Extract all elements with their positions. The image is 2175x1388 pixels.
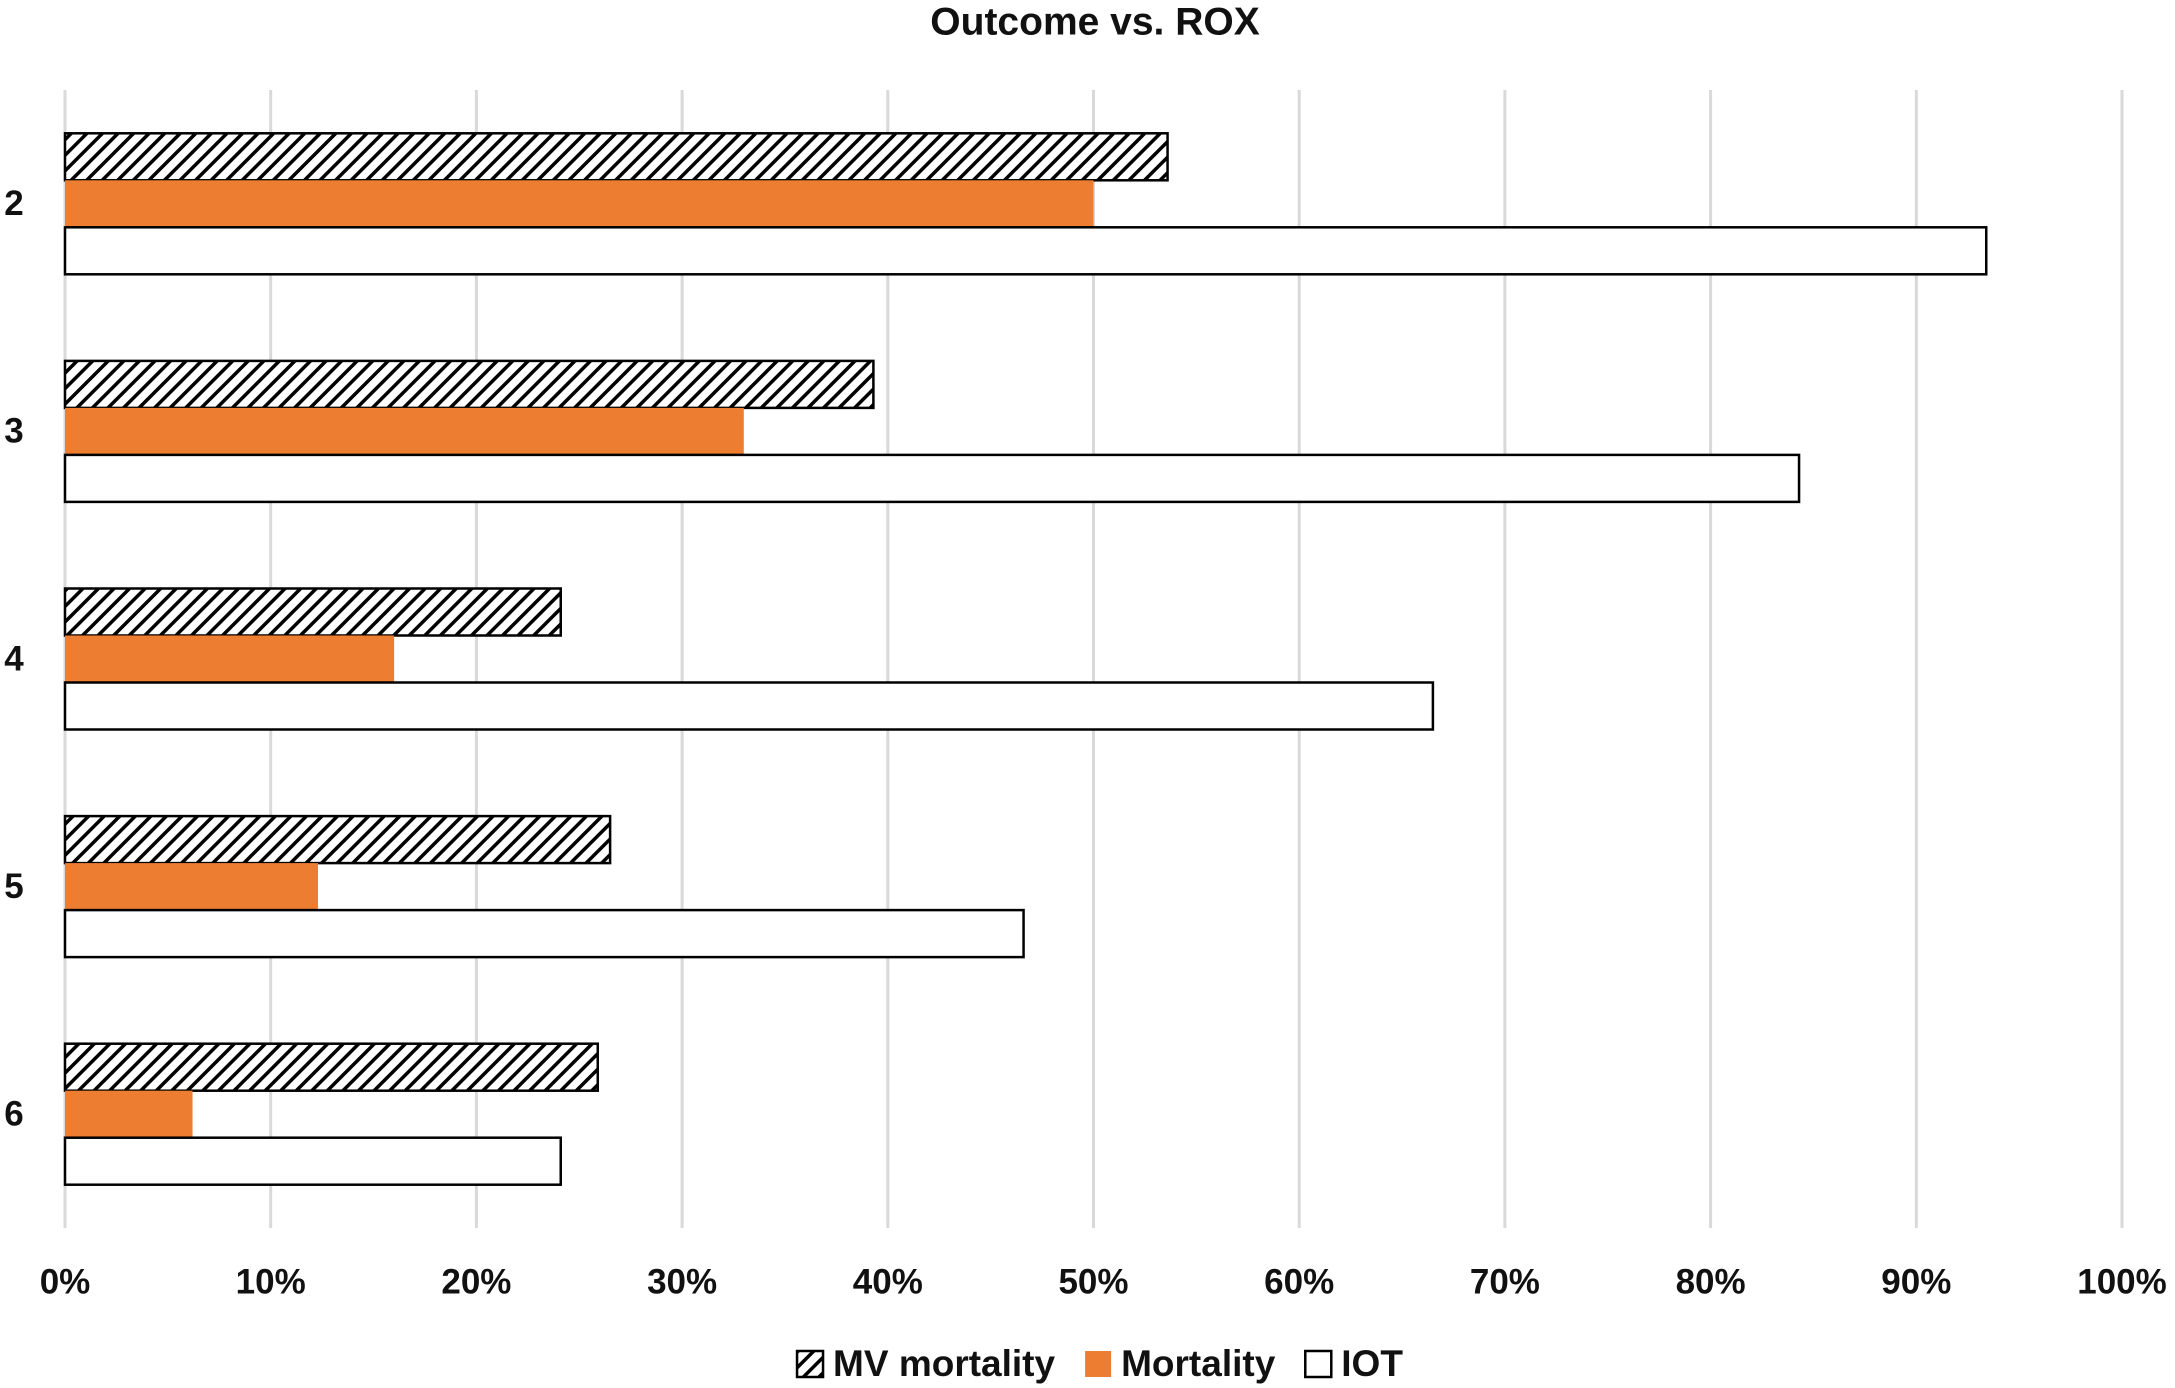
x-tick-label: 30%: [647, 1262, 717, 1301]
y-tick-label: 6: [4, 1094, 23, 1133]
legend-swatch: [1304, 1349, 1333, 1379]
chart-title: Outcome vs. ROX: [930, 0, 1259, 43]
y-tick-label: 5: [4, 867, 23, 906]
bar: [63, 453, 1801, 504]
bar: [63, 226, 1988, 276]
bar: [63, 359, 875, 410]
legend-swatch: [1085, 1351, 1112, 1377]
legend-label: MV mortality: [833, 1343, 1055, 1384]
x-tick-label: 50%: [1058, 1262, 1128, 1301]
y-tick-label: 4: [4, 639, 24, 678]
bar: [63, 814, 612, 865]
bar: [65, 635, 395, 683]
bar: [65, 407, 744, 455]
legend-label: IOT: [1341, 1343, 1403, 1384]
legend-swatch: [795, 1349, 825, 1379]
y-tick-label: 3: [4, 412, 23, 451]
x-tick-label: 80%: [1676, 1262, 1746, 1301]
x-tick-label: 70%: [1470, 1262, 1540, 1301]
bar: [63, 1042, 600, 1092]
x-tick-label: 90%: [1881, 1262, 1951, 1301]
legend-label: Mortality: [1121, 1343, 1276, 1384]
x-tick-label: 60%: [1264, 1262, 1334, 1301]
bar: [63, 132, 1169, 182]
bar: [63, 681, 1435, 731]
bar: [63, 908, 1025, 959]
x-tick-label: 40%: [853, 1262, 923, 1301]
bar: [65, 863, 319, 911]
bar: [63, 587, 562, 637]
y-tick-label: 2: [4, 184, 23, 223]
x-tick-label: 100%: [2077, 1262, 2167, 1301]
x-tick-label: 0%: [40, 1262, 91, 1301]
x-tick-label: 10%: [236, 1262, 306, 1301]
bar: [65, 180, 1094, 228]
bar: [65, 1090, 193, 1138]
bar: [63, 1136, 562, 1186]
x-tick-label: 20%: [441, 1262, 511, 1301]
